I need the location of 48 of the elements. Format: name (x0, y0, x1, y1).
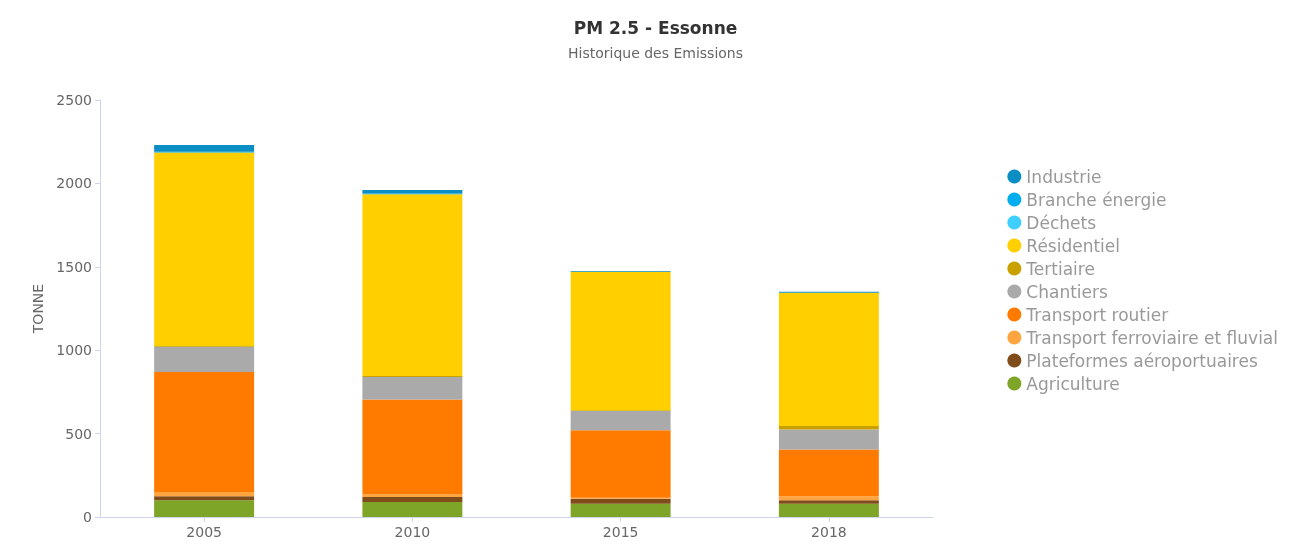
x-tick-label: 2018 (811, 524, 847, 540)
legend-label: Résidentiel (1026, 235, 1121, 256)
bar (154, 496, 255, 501)
chart-title: PM 2.5 - Essonne (573, 17, 738, 38)
bar (778, 496, 879, 501)
bar (570, 430, 671, 498)
bar (154, 145, 255, 152)
chart-subtitle: Historique des Emissions (567, 45, 744, 61)
bar (778, 426, 879, 430)
bar (362, 494, 463, 497)
legend-label: Agriculture (1026, 373, 1120, 394)
bar (362, 399, 463, 495)
bar (778, 449, 879, 497)
bar (778, 500, 879, 504)
x-tick-label: 2015 (602, 524, 639, 540)
legend-label: Déchets (1026, 212, 1097, 233)
y-axis-title: TONNE (30, 283, 46, 335)
legend-label: Tertiaire (1025, 258, 1095, 279)
x-tick-label: 2010 (394, 524, 431, 540)
bar (778, 503, 879, 517)
bar (778, 292, 879, 427)
legend-label: Plateformes aéroportuaires (1026, 350, 1258, 371)
x-tick-label: 2005 (186, 524, 222, 540)
bar (778, 429, 879, 450)
bar (154, 371, 255, 492)
bar (570, 411, 671, 431)
y-tick-label: 1000 (56, 342, 92, 359)
bar (154, 346, 255, 372)
y-tick-label: 2000 (56, 175, 92, 192)
bar (154, 152, 255, 347)
legend-label: Industrie (1026, 166, 1102, 187)
bar (362, 194, 463, 377)
bar (362, 501, 463, 517)
y-tick-label: 500 (65, 425, 92, 442)
y-tick-label: 1500 (56, 258, 92, 275)
legend-label: Transport routier (1025, 304, 1169, 325)
bar (570, 503, 671, 517)
bar (570, 498, 671, 504)
y-tick-label: 0 (83, 509, 92, 525)
bar (154, 500, 255, 517)
bar (362, 376, 463, 400)
legend-label: Transport ferroviaire et fluvial (1025, 327, 1279, 348)
bar (570, 271, 671, 411)
bar (362, 496, 463, 502)
legend-label: Branche énergie (1026, 189, 1167, 210)
legend-label: Chantiers (1026, 281, 1109, 302)
bar (154, 491, 255, 497)
y-tick-label: 2500 (56, 92, 92, 108)
